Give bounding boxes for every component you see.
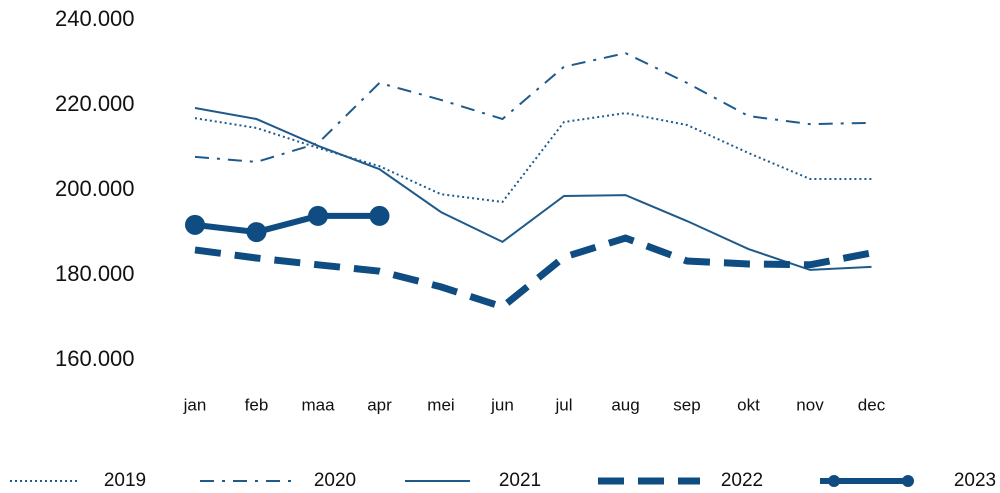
legend-label: 2023 bbox=[954, 470, 996, 491]
x-tick-label: nov bbox=[796, 395, 824, 414]
x-tick-label: maa bbox=[301, 395, 335, 414]
series-marker bbox=[308, 205, 328, 226]
legend-label: 2020 bbox=[314, 470, 356, 491]
legend-label: 2019 bbox=[104, 470, 146, 491]
x-tick-label: dec bbox=[858, 395, 886, 414]
series-marker bbox=[185, 214, 205, 235]
series-line bbox=[194, 106, 872, 271]
x-tick-label: aug bbox=[611, 395, 639, 414]
series-line bbox=[194, 52, 872, 163]
y-tick-label: 160.000 bbox=[55, 346, 135, 371]
series-marker bbox=[246, 222, 267, 243]
x-tick-label: apr bbox=[367, 395, 392, 414]
x-tick-label: mei bbox=[427, 395, 454, 414]
y-tick-label: 220.000 bbox=[55, 91, 135, 116]
y-tick-label: 200.000 bbox=[55, 176, 135, 201]
y-tick-label: 180.000 bbox=[55, 261, 135, 286]
legend-label: 2021 bbox=[499, 470, 541, 491]
y-tick-label: 240.000 bbox=[55, 6, 135, 31]
x-tick-label: sep bbox=[673, 395, 700, 414]
legend-marker bbox=[902, 475, 914, 487]
x-tick-label: okt bbox=[737, 395, 760, 414]
legend-label: 2022 bbox=[721, 470, 763, 491]
x-tick-label: jun bbox=[490, 395, 514, 414]
x-tick-label: jan bbox=[183, 395, 207, 414]
series-line bbox=[194, 234, 873, 311]
x-tick-label: jul bbox=[554, 395, 572, 414]
legend-marker bbox=[828, 475, 840, 487]
series-line bbox=[194, 212, 380, 236]
series-line bbox=[194, 112, 872, 203]
x-tick-label: feb bbox=[245, 395, 269, 414]
series-marker bbox=[369, 205, 390, 226]
